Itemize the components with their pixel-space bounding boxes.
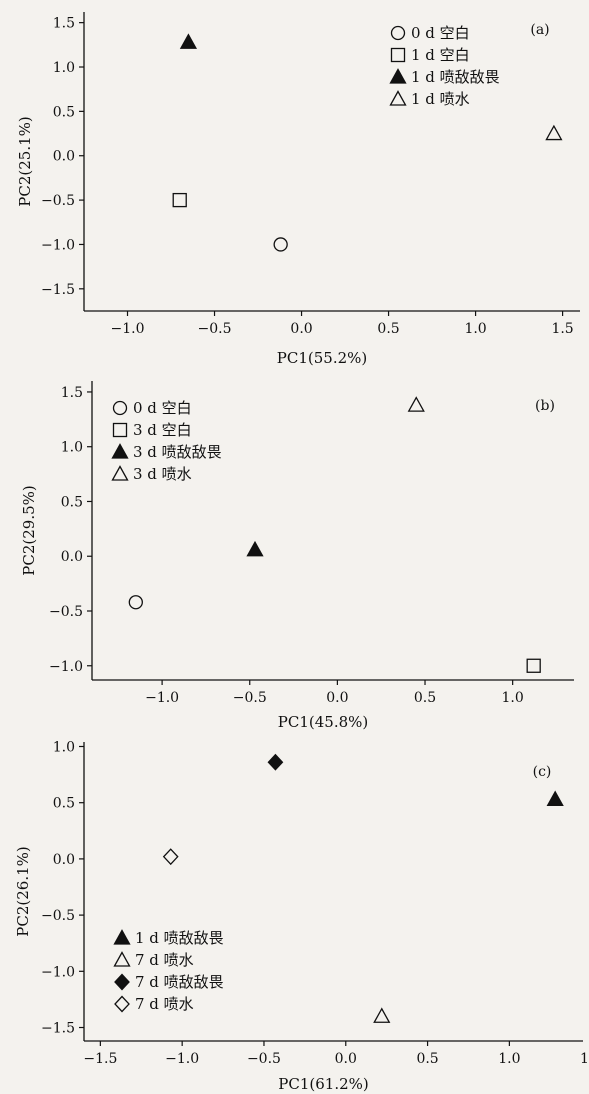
legend-marker: [113, 951, 131, 967]
legend-label: 1 d 喷水: [411, 90, 470, 108]
y-tick-label: 0.0: [53, 149, 75, 165]
y-tick-label: −1.5: [41, 282, 75, 298]
y-axis-label: PC2(29.5%): [20, 485, 38, 575]
x-tick-label: 1.5: [551, 321, 573, 337]
x-axis-label: PC1(61.2%): [278, 1075, 368, 1093]
data-point: [162, 848, 179, 866]
panel-label: (a): [530, 22, 549, 38]
y-axis-label: PC2(25.1%): [16, 116, 34, 206]
panel-label: (b): [535, 398, 555, 414]
legend: 0 d 空白 3 d 空白 3 d 喷敌敌畏 3 d 喷水: [111, 399, 222, 483]
legend-marker: [390, 25, 406, 41]
legend-marker: [111, 465, 129, 481]
y-tick-label: −1.5: [41, 1021, 75, 1037]
legend-label: 1 d 喷敌敌畏: [135, 929, 224, 947]
y-tick-label: −0.5: [49, 604, 83, 620]
legend-label: 0 d 空白: [411, 24, 470, 42]
y-tick-label: −0.5: [41, 193, 75, 209]
legend-marker: [113, 929, 131, 945]
legend-label: 3 d 喷敌敌畏: [133, 443, 222, 461]
chart-panel-1: −1.0 −0.5 0.0 0.5 1.0 1.5 −1.5 −1.0 −0.5 0.0 0.5 1.…: [16, 12, 580, 367]
legend-label: 7 d 喷敌敌畏: [135, 973, 224, 991]
legend-marker: [390, 47, 406, 63]
y-tick-label: −1.0: [41, 237, 75, 253]
data-point: [373, 1007, 391, 1023]
y-tick-label: 1.5: [61, 385, 83, 401]
x-tick-label: 1.5: [580, 1051, 589, 1067]
x-axis-label: PC1(45.8%): [278, 713, 368, 731]
data-point: [546, 790, 564, 806]
x-tick-label: −1.0: [111, 321, 145, 337]
x-tick-label: −0.5: [198, 321, 232, 337]
data-point: [267, 753, 284, 771]
data-point: [179, 33, 198, 49]
data-point: [407, 396, 425, 412]
x-tick-label: 0.5: [377, 321, 399, 337]
x-tick-label: −0.5: [247, 1051, 281, 1067]
legend-marker: [114, 995, 130, 1013]
x-tick-label: 0.5: [414, 690, 436, 706]
x-tick-label: 0.0: [335, 1051, 357, 1067]
y-tick-label: 0.5: [53, 104, 75, 120]
data-point: [526, 658, 541, 673]
x-tick-label: −1.5: [83, 1051, 117, 1067]
legend-marker: [389, 90, 407, 106]
y-tick-label: 1.0: [61, 440, 83, 456]
legend-marker: [112, 400, 128, 416]
data-point: [246, 540, 264, 557]
legend-marker: [114, 973, 130, 991]
legend-marker: [111, 443, 129, 459]
legend-label: 1 d 空白: [411, 46, 470, 64]
data-point: [128, 595, 143, 610]
y-tick-label: 1.0: [53, 60, 75, 76]
chart-panel-3: −1.5 −1.0 −0.5 0.0 0.5 1.0 1.5 −1.5 −1.0 −0.5 0.0 0…: [14, 739, 589, 1093]
x-axis-label: PC1(55.2%): [277, 349, 367, 367]
x-tick-label: 0.5: [416, 1051, 438, 1067]
x-tick-label: 0.0: [326, 690, 348, 706]
x-tick-label: 1.0: [502, 690, 524, 706]
y-axis-label: PC2(26.1%): [14, 846, 32, 936]
y-tick-label: 1.5: [53, 16, 75, 32]
legend: 0 d 空白 1 d 空白 1 d 喷敌敌畏 1 d 喷水: [389, 24, 500, 108]
y-tick-label: −0.5: [41, 908, 75, 924]
y-tick-label: 0.5: [53, 796, 75, 812]
legend-marker: [389, 68, 407, 84]
x-tick-label: −1.0: [145, 690, 179, 706]
y-tick-label: −1.0: [41, 964, 75, 980]
y-tick-label: 1.0: [53, 739, 75, 755]
y-tick-label: 0.0: [53, 852, 75, 868]
y-tick-label: 0.5: [61, 494, 83, 510]
x-tick-label: 1.0: [464, 321, 486, 337]
x-tick-label: 0.0: [290, 321, 312, 337]
chart-panel-2: −1.0 −0.5 0.0 0.5 1.0 −1.0 −0.5 0.0 0.5 1.0 1.5 PC1…: [20, 381, 574, 731]
data-point: [273, 237, 288, 252]
data-point: [172, 192, 187, 208]
legend-label: 7 d 喷水: [135, 951, 194, 969]
legend-label: 3 d 喷水: [133, 465, 192, 483]
legend-label: 0 d 空白: [133, 399, 192, 417]
legend-label: 7 d 喷水: [135, 995, 194, 1013]
legend-label: 1 d 喷敌敌畏: [411, 68, 500, 86]
x-tick-label: 1.0: [498, 1051, 520, 1067]
y-tick-label: 0.0: [61, 549, 83, 565]
panel-label: (c): [533, 764, 552, 780]
x-tick-label: −0.5: [233, 690, 267, 706]
legend-marker: [112, 422, 128, 438]
y-tick-label: −1.0: [49, 659, 83, 675]
legend: 1 d 喷敌敌畏 7 d 喷水 7 d 喷敌敌畏 7 d 喷水: [113, 929, 224, 1013]
data-point: [545, 124, 563, 141]
x-tick-label: −1.0: [165, 1051, 199, 1067]
legend-label: 3 d 空白: [133, 421, 192, 439]
